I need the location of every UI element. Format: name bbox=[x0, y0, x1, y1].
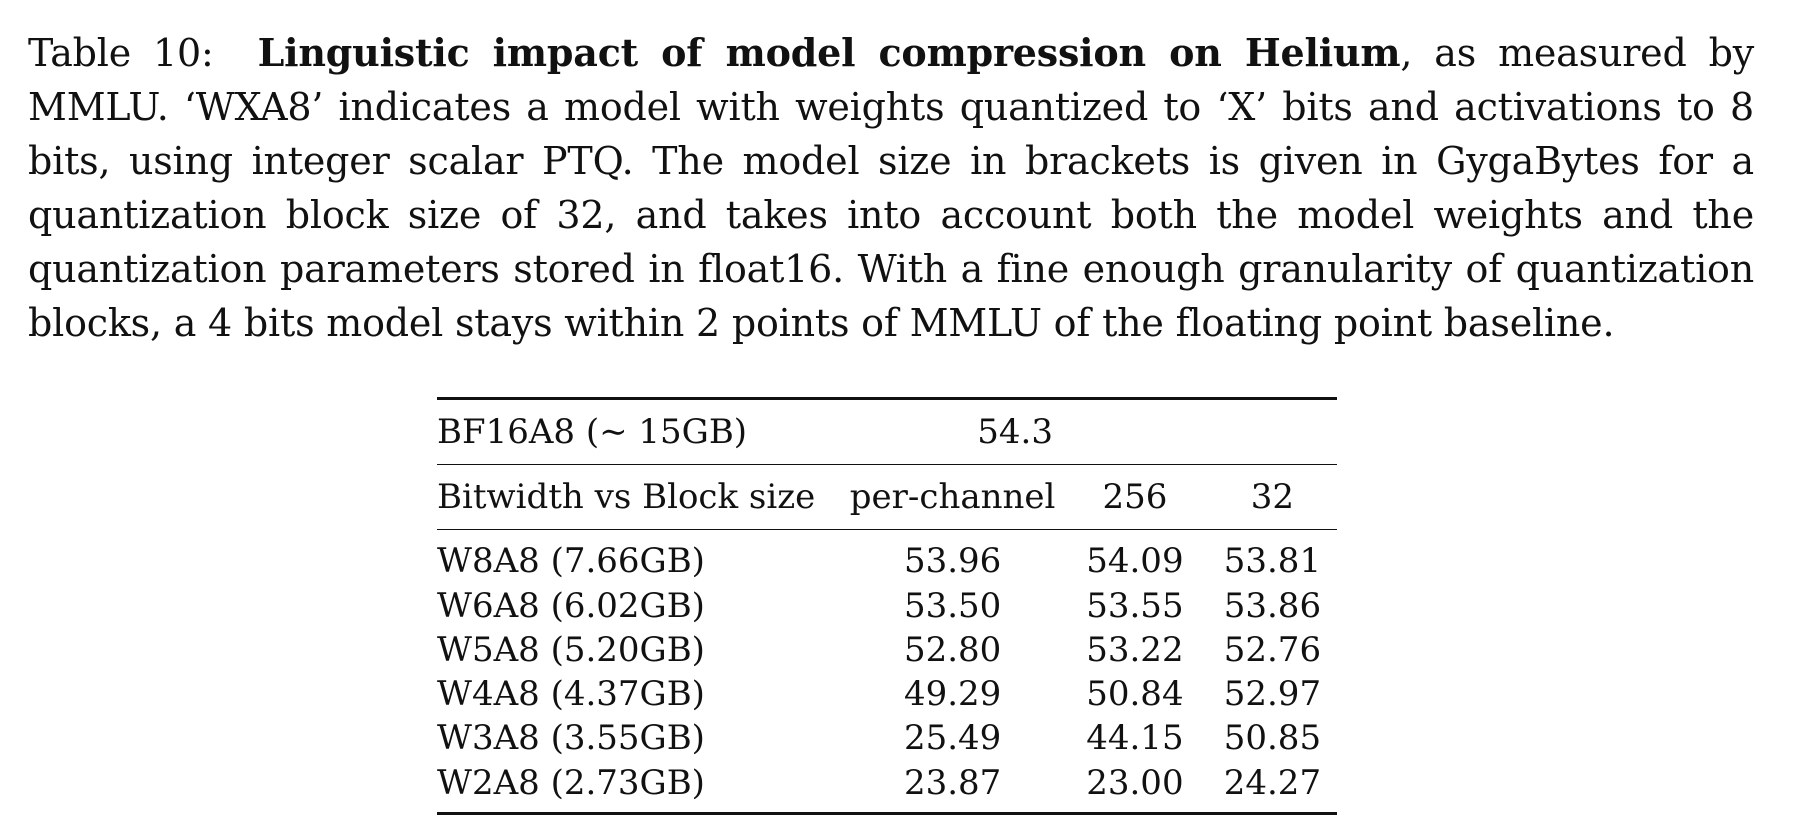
row-256: 53.55 bbox=[1086, 586, 1184, 626]
row-model: W5A8 (5.20GB) bbox=[437, 630, 705, 670]
row-32: 50.85 bbox=[1223, 718, 1322, 758]
row-model: W3A8 (3.55GB) bbox=[437, 718, 705, 758]
caption-body: , as measured by MMLU. ‘WXA8’ indicates … bbox=[28, 31, 1754, 345]
row-32: 53.81 bbox=[1223, 541, 1322, 581]
row-256: 50.84 bbox=[1086, 674, 1184, 714]
row-256: 23.00 bbox=[1062, 760, 1208, 815]
row-per-channel: 53.96 bbox=[903, 541, 1002, 581]
row-256: 44.15 bbox=[1086, 718, 1184, 758]
table-row: W4A8 (4.37GB) 49.29 50.84 52.97 bbox=[437, 672, 1337, 716]
results-table: BF16A8 (∼ 15GB) 54.3 Bitwidth vs Block s… bbox=[437, 397, 1337, 815]
results-table-container: BF16A8 (∼ 15GB) 54.3 Bitwidth vs Block s… bbox=[437, 397, 1337, 815]
table-row: W8A8 (7.66GB) 53.96 54.09 53.81 bbox=[437, 530, 1337, 585]
row-256: 54.09 bbox=[1086, 541, 1184, 581]
row-per-channel: 52.80 bbox=[903, 630, 1002, 670]
row-256: 53.22 bbox=[1086, 630, 1184, 670]
row-per-channel: 23.87 bbox=[843, 760, 1062, 815]
column-header-per-channel: per-channel bbox=[843, 464, 1062, 530]
caption-label: Table 10: bbox=[28, 31, 214, 75]
table-row: W3A8 (3.55GB) 25.49 44.15 50.85 bbox=[437, 716, 1337, 760]
row-32: 53.86 bbox=[1223, 586, 1322, 626]
row-32: 52.76 bbox=[1223, 630, 1322, 670]
column-header-bitwidth: Bitwidth vs Block size bbox=[437, 464, 844, 530]
row-model: W2A8 (2.73GB) bbox=[437, 760, 844, 815]
row-model: W4A8 (4.37GB) bbox=[437, 674, 705, 714]
baseline-value: 54.3 bbox=[843, 397, 1337, 465]
column-header-row: Bitwidth vs Block size per-channel 256 3… bbox=[437, 464, 1337, 530]
column-header-32: 32 bbox=[1207, 464, 1337, 530]
baseline-label: BF16A8 (∼ 15GB) bbox=[437, 397, 844, 465]
baseline-row: BF16A8 (∼ 15GB) 54.3 bbox=[437, 397, 1337, 465]
table-caption: Table 10: Linguistic impact of model com… bbox=[28, 26, 1754, 350]
row-model: W6A8 (6.02GB) bbox=[437, 586, 705, 626]
caption-title: Linguistic impact of model compression o… bbox=[257, 30, 1401, 75]
row-per-channel: 53.50 bbox=[903, 586, 1002, 626]
table-row: W5A8 (5.20GB) 52.80 53.22 52.76 bbox=[437, 628, 1337, 672]
row-32: 52.97 bbox=[1223, 674, 1322, 714]
row-per-channel: 49.29 bbox=[903, 674, 1002, 714]
row-32: 24.27 bbox=[1207, 760, 1337, 815]
column-header-256: 256 bbox=[1062, 464, 1208, 530]
table-row: W6A8 (6.02GB) 53.50 53.55 53.86 bbox=[437, 584, 1337, 628]
row-per-channel: 25.49 bbox=[903, 718, 1002, 758]
row-model: W8A8 (7.66GB) bbox=[437, 541, 705, 581]
table-row: W2A8 (2.73GB) 23.87 23.00 24.27 bbox=[437, 760, 1337, 815]
